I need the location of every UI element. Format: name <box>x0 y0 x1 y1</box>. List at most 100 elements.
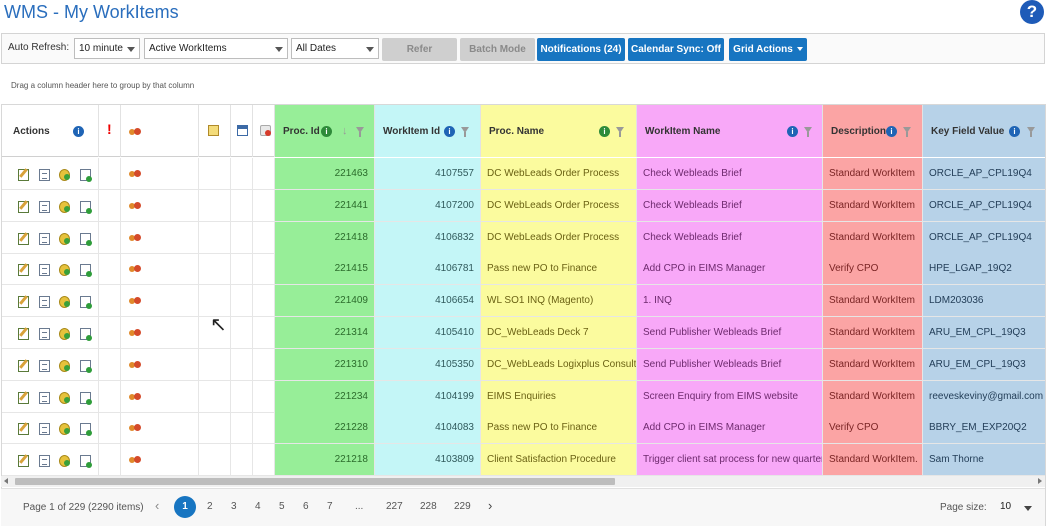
cell-proc-id[interactable]: 221415 <box>275 253 375 285</box>
status-icon[interactable] <box>59 232 70 245</box>
edit-icon[interactable] <box>18 328 29 340</box>
edit-icon[interactable] <box>18 455 29 468</box>
status-icon[interactable] <box>59 423 70 436</box>
cell-description[interactable]: Verify CPO <box>823 253 923 285</box>
table-row[interactable]: 221415 4106781 Pass new PO to Finance Add C… <box>2 253 1045 286</box>
scroll-left-icon[interactable] <box>4 478 8 484</box>
add-document-icon[interactable] <box>80 200 92 214</box>
info-icon[interactable]: i <box>321 126 332 137</box>
add-document-icon[interactable] <box>80 391 92 405</box>
auto-refresh-select[interactable]: 10 minute <box>74 38 140 59</box>
table-row[interactable]: 221409 4106654 WL SO1 INQ (Magento) 1. INQ S… <box>2 285 1045 318</box>
cell-workitem-name[interactable]: 1. INQ <box>637 285 823 317</box>
cell-workitem-name[interactable]: Send Publisher Webleads Brief <box>637 348 823 380</box>
column-header-workitem-name[interactable]: WorkItem Name i <box>637 105 823 157</box>
cell-proc-id[interactable]: 221228 <box>275 412 375 444</box>
calendar-sync-button[interactable]: Calendar Sync: Off <box>628 38 724 61</box>
cell-key-field-value[interactable]: Sam Thorne <box>923 444 1045 476</box>
cell-description[interactable]: Standard WorkItem <box>823 221 923 253</box>
page-228-button[interactable]: 228 <box>420 501 437 512</box>
table-row[interactable]: 221441 4107200 DC WebLeads Order Process Ch… <box>2 189 1045 222</box>
cell-proc-id[interactable]: 221314 <box>275 317 375 348</box>
document-icon[interactable] <box>39 423 50 436</box>
info-icon[interactable]: i <box>599 126 610 137</box>
cell-key-field-value[interactable]: ORCLE_AP_CPL19Q4 <box>923 221 1045 253</box>
column-header-flag[interactable] <box>253 105 275 157</box>
cell-key-field-value[interactable]: HPE_LGAP_19Q2 <box>923 253 1045 285</box>
status-icon[interactable] <box>59 296 70 309</box>
page-7-button[interactable]: 7 <box>327 501 333 512</box>
cell-description[interactable]: Verify CPO <box>823 412 923 444</box>
cell-workitem-name[interactable]: Add CPO in EIMS Manager <box>637 412 823 444</box>
column-header-priority[interactable]: ! <box>99 105 121 157</box>
add-document-icon[interactable] <box>80 455 92 469</box>
notifications-button[interactable]: Notifications (24) <box>537 38 625 61</box>
column-header-proc-id[interactable]: Proc. Id i ↓ <box>275 105 375 157</box>
column-header-key-field-value[interactable]: Key Field Value i <box>923 105 1045 157</box>
scrollbar-thumb[interactable] <box>15 478 615 485</box>
page-4-button[interactable]: 4 <box>255 501 261 512</box>
page-227-button[interactable]: 227 <box>386 501 403 512</box>
page-1-button[interactable]: 1 <box>174 496 196 518</box>
cell-workitem-name[interactable]: Screen Enquiry from EIMS website <box>637 380 823 412</box>
page-size-select[interactable]: 10 <box>996 497 1040 518</box>
cell-proc-name[interactable]: EIMS Enquiries <box>481 380 637 412</box>
cell-description[interactable]: Standard WorkItem <box>823 285 923 317</box>
cell-workitem-name[interactable]: Trigger client sat process for new quart… <box>637 444 823 476</box>
document-icon[interactable] <box>39 359 50 372</box>
cell-proc-id[interactable]: 221310 <box>275 348 375 380</box>
edit-icon[interactable] <box>18 423 29 436</box>
column-header-actions[interactable]: Actions i <box>2 105 99 157</box>
edit-icon[interactable] <box>18 391 29 404</box>
add-document-icon[interactable] <box>80 296 92 310</box>
cell-proc-id[interactable]: 221218 <box>275 444 375 476</box>
cell-proc-name[interactable]: DC WebLeads Order Process <box>481 221 637 253</box>
cell-workitem-id[interactable]: 4107200 <box>375 189 481 221</box>
users-icon[interactable] <box>129 392 141 401</box>
cell-description[interactable]: Standard WorkItem <box>823 380 923 412</box>
dates-select[interactable]: All Dates <box>291 38 379 59</box>
cell-description[interactable]: Standard WorkItem <box>823 317 923 348</box>
cell-proc-name[interactable]: DC_WebLeads Logixplus Consultin <box>481 348 637 380</box>
table-row[interactable]: 221228 4104083 Pass new PO to Finance Add C… <box>2 412 1045 445</box>
page-6-button[interactable]: 6 <box>303 501 309 512</box>
table-row[interactable]: 221310 4105350 DC_WebLeads Logixplus Consu… <box>2 348 1045 381</box>
prev-page-icon[interactable]: ‹ <box>155 498 160 513</box>
info-icon[interactable]: i <box>444 126 455 137</box>
sort-down-icon[interactable]: ↓ <box>342 125 348 137</box>
cell-proc-name[interactable]: Pass new PO to Finance <box>481 253 637 285</box>
edit-icon[interactable] <box>18 169 29 181</box>
column-header-proc-name[interactable]: Proc. Name i <box>481 105 637 157</box>
scroll-right-icon[interactable] <box>1038 478 1042 484</box>
info-icon[interactable]: i <box>787 126 798 137</box>
add-document-icon[interactable] <box>80 232 92 246</box>
page-229-button[interactable]: 229 <box>454 501 471 512</box>
cell-key-field-value[interactable]: reeveskeviny@gmail.com <box>923 380 1045 412</box>
cell-key-field-value[interactable]: ORCLE_AP_CPL19Q4 <box>923 189 1045 221</box>
cell-proc-id[interactable]: 221234 <box>275 380 375 412</box>
cell-workitem-id[interactable]: 4104083 <box>375 412 481 444</box>
edit-icon[interactable] <box>18 200 29 213</box>
status-icon[interactable] <box>59 328 70 340</box>
cell-description[interactable]: Standard WorkItem <box>823 158 923 189</box>
filter-icon[interactable] <box>356 127 364 137</box>
cell-workitem-id[interactable]: 4105410 <box>375 317 481 348</box>
table-row[interactable]: 221234 4104199 EIMS Enquiries Screen Enquir… <box>2 380 1045 413</box>
cell-key-field-value[interactable]: ORCLE_AP_CPL19Q4 <box>923 158 1045 189</box>
add-document-icon[interactable] <box>80 264 92 278</box>
cell-workitem-id[interactable]: 4103809 <box>375 444 481 476</box>
cell-workitem-id[interactable]: 4106654 <box>375 285 481 317</box>
status-icon[interactable] <box>59 200 70 213</box>
edit-icon[interactable] <box>18 232 29 245</box>
cell-key-field-value[interactable]: ARU_EM_CPL_19Q3 <box>923 317 1045 348</box>
page-5-button[interactable]: 5 <box>279 501 285 512</box>
document-icon[interactable] <box>39 232 50 245</box>
column-header-calendar[interactable] <box>231 105 253 157</box>
help-icon[interactable]: ? <box>1020 0 1044 24</box>
info-icon[interactable]: i <box>73 126 84 137</box>
column-header-assignees[interactable] <box>121 105 199 157</box>
grid-actions-button[interactable]: Grid Actions <box>729 38 807 61</box>
filter-icon[interactable] <box>461 127 469 137</box>
add-document-icon[interactable] <box>80 328 92 341</box>
cell-workitem-id[interactable]: 4107557 <box>375 158 481 189</box>
